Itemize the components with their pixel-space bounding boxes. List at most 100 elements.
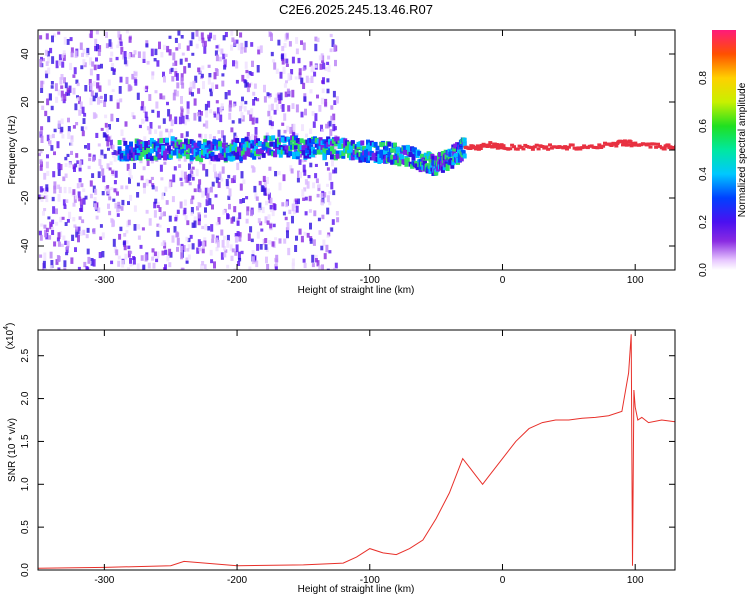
spectrogram-cell <box>270 51 274 57</box>
spectrogram-ridge-cell <box>418 164 423 170</box>
spectrogram-cell <box>215 247 219 252</box>
spectrogram-cell <box>199 241 203 246</box>
spectrogram-cell <box>70 150 73 155</box>
spectrogram-cell <box>60 126 64 133</box>
spectrogram-cell <box>282 66 286 74</box>
spectrogram-ridge-cell <box>451 160 456 166</box>
spectrogram-cell <box>141 119 145 124</box>
spectrogram-cell <box>268 120 272 126</box>
spectrogram-cell <box>213 111 217 115</box>
spectrogram-cell <box>330 181 334 190</box>
spectrogram-cell <box>64 82 68 89</box>
spectrogram-cell <box>208 158 212 165</box>
spectrogram-ridge-cell <box>172 150 177 156</box>
spectrogram-ridge-cell <box>252 148 257 154</box>
spectrogram-cell <box>250 42 254 47</box>
spectrogram-cell <box>295 48 299 55</box>
spectrogram-cell <box>217 44 221 52</box>
spectrogram-cell <box>186 220 190 226</box>
spectrogram-cell <box>329 48 333 53</box>
spectrogram-cell <box>226 214 230 219</box>
spectrogram-cell <box>331 219 335 225</box>
spectrogram-cell <box>228 100 232 108</box>
spectrogram-cell <box>260 228 264 232</box>
spectrogram-cell <box>300 235 304 243</box>
spectrogram-ridge-cell <box>379 149 384 155</box>
spectrogram-xlabel: Height of straight line (km) <box>298 285 415 296</box>
spectrogram-cell <box>66 39 70 45</box>
snr-axes: -300 -200 -100 0 100 0.0 0.5 1.0 1.5 2.0 2.5 <box>20 330 675 586</box>
spectrogram-cell <box>81 52 84 57</box>
spectrogram-cell <box>77 226 81 235</box>
spectrogram-cell <box>127 245 131 250</box>
spectrogram-cell <box>44 49 48 56</box>
spectrogram-ridge-cell <box>462 153 467 159</box>
spectrogram-ridge-cell <box>149 148 154 154</box>
spectrogram-cell <box>43 208 47 212</box>
spectrogram-cell <box>65 91 69 96</box>
spectrogram-cell <box>213 113 217 118</box>
spectrogram-cell <box>275 254 279 263</box>
spectrogram-ridge-cell <box>654 145 659 149</box>
spectrogram-cell <box>246 74 250 79</box>
spectrogram-cell <box>294 198 298 202</box>
spectrogram-cell <box>174 60 178 66</box>
spectrogram-ridge-cell <box>475 146 479 150</box>
spectrogram-cell <box>99 154 103 159</box>
spectrogram-cell <box>239 183 243 191</box>
spectrogram-cell <box>117 31 121 38</box>
spectrogram-cell <box>180 181 184 187</box>
spectrogram-cell <box>78 167 82 172</box>
spectrogram-cell <box>291 258 295 267</box>
spectrogram-cell <box>223 235 226 240</box>
spectrogram-cell <box>61 54 65 58</box>
spectrogram-cell <box>99 224 103 228</box>
spectrogram-cell <box>309 89 313 94</box>
spectrogram-cell <box>74 103 78 111</box>
spectrogram-cell <box>233 268 237 270</box>
spectrogram-cell <box>95 30 99 35</box>
spectrogram-cell <box>129 258 132 264</box>
spectrogram-cell <box>295 37 299 44</box>
spectrogram-cell <box>151 256 155 261</box>
spectrogram-cell <box>94 188 98 195</box>
spectrogram-cell <box>141 101 145 109</box>
spectrogram-cell <box>208 73 212 78</box>
spectrogram-cell <box>66 87 70 94</box>
spectrogram-cell <box>217 217 221 225</box>
spectrogram-ridge-cell <box>566 145 571 149</box>
spectrogram-cell <box>328 172 332 181</box>
spectrogram-cell <box>145 178 149 187</box>
spectrogram-cell <box>304 108 307 116</box>
spectrogram-cell <box>65 252 69 256</box>
spectrogram-ridge-cell <box>320 145 325 150</box>
spectrogram-cell <box>246 132 250 140</box>
spectrogram-cell <box>208 198 212 206</box>
spectrogram-cell <box>302 197 306 201</box>
spectrogram-cell <box>265 256 268 264</box>
spectrogram-cell <box>160 242 164 246</box>
spectrogram-cell <box>259 244 263 250</box>
spectrogram-cell <box>327 64 331 73</box>
spectrogram-ridge-cell <box>193 148 198 154</box>
snr-xtick-label: 0 <box>500 575 506 586</box>
spectrogram-cell <box>116 99 120 103</box>
spectrogram-cell <box>293 148 297 154</box>
spectrogram-cell <box>79 230 83 236</box>
spectrogram-ridge-cell <box>231 155 236 161</box>
colorbar-label: Normalized spectral amplitude <box>737 82 748 217</box>
spectrogram-cell <box>193 188 197 193</box>
spectrogram-cell <box>277 94 281 101</box>
spectrogram-cell <box>62 199 66 206</box>
snr-xtick-label: -200 <box>227 575 247 586</box>
spectrogram-cell <box>57 31 61 35</box>
spectrogram-cell <box>191 222 195 228</box>
spectrogram-ridge-cell <box>648 145 653 149</box>
spectrogram-ridge-cell <box>628 140 633 144</box>
spectrogram-cell <box>180 77 184 85</box>
spectrogram-cell <box>186 108 190 114</box>
spectrogram-cell <box>127 250 131 258</box>
spectrogram-cell <box>79 198 83 206</box>
spectrogram-ylabel: Frequency (Hz) <box>7 116 18 185</box>
